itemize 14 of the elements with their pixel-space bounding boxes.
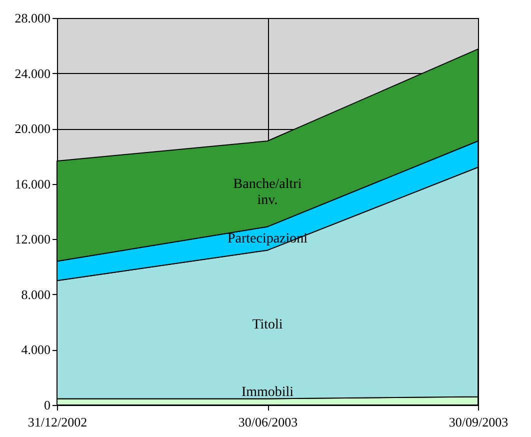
x-tick-label: 30/09/2003	[448, 414, 508, 430]
series-label: Titoli	[252, 317, 283, 332]
y-tick-label: 0	[44, 398, 50, 412]
x-tick-label: 30/06/2003	[238, 414, 298, 430]
x-tick-label: 31/12/2002	[28, 414, 88, 430]
y-tick-label: 8.000	[21, 286, 50, 302]
y-tick-label: 16.000	[14, 176, 50, 192]
series-label: Immobili	[241, 384, 294, 400]
y-tick-label: 20.000	[14, 121, 50, 136]
y-tick-label: 4.000	[21, 342, 50, 358]
y-tick-label: 12.000	[14, 232, 50, 247]
series-label: Banche/altri inv.	[233, 176, 302, 208]
y-tick-label: 24.000	[14, 66, 50, 81]
y-tick-label: 28.000	[14, 10, 50, 26]
